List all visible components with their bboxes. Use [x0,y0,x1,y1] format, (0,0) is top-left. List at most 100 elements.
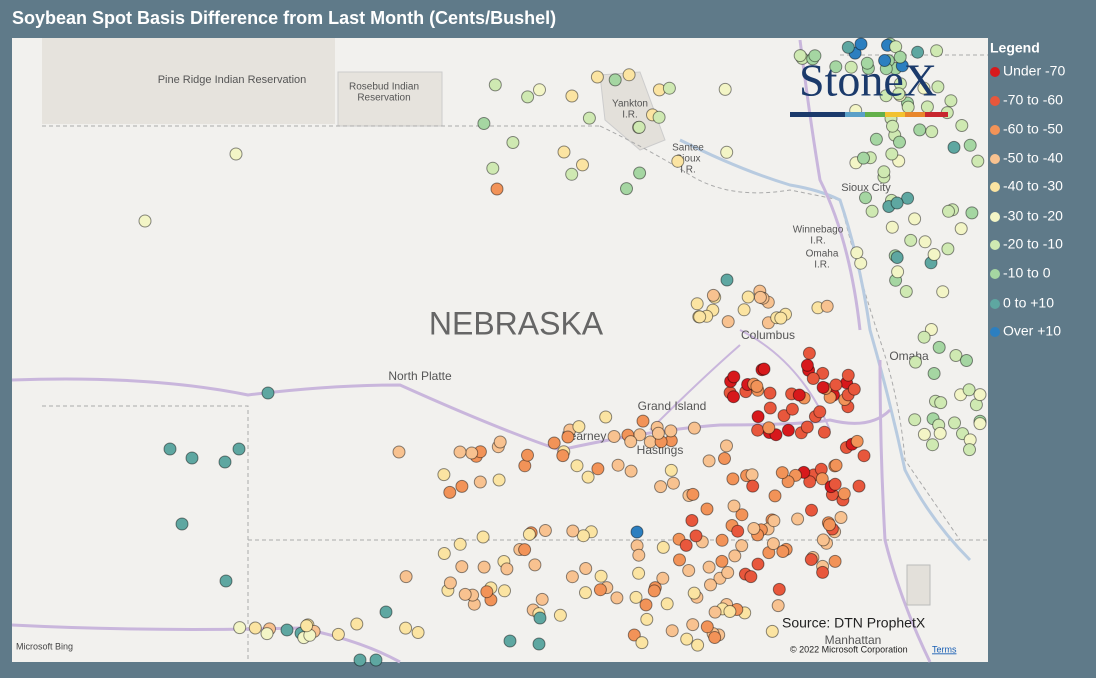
basis-dot [476,530,490,544]
place-label: Columbus [741,328,795,342]
basis-dot [630,525,644,539]
basis-dot [708,631,722,644]
basis-dot [927,367,941,380]
basis-dot [632,548,646,562]
basis-dot [727,499,741,513]
basis-dot [627,628,641,642]
basis-dot [660,597,674,611]
basis-dot [411,626,425,639]
basis-dot [963,138,977,152]
basis-dot [687,421,701,435]
basis-dot [518,543,532,557]
basis-dot [908,212,922,226]
basis-dot [718,452,731,465]
basis-dot [850,246,864,260]
place-label: Santee [672,143,704,154]
basis-dot [776,545,790,558]
basis-dot [777,409,791,423]
legend-label: Under -70 [1003,63,1065,79]
basis-dot [948,416,961,430]
basis-dot [815,472,829,486]
legend-swatch [990,212,1000,222]
basis-dot [741,290,755,304]
basis-dot [917,427,931,441]
basis-dot [656,571,670,585]
legend-label: Over +10 [1003,323,1061,339]
basis-dot [820,299,834,313]
basis-dot [521,448,534,462]
basis-dot [727,390,740,404]
basis-dot [720,273,734,287]
place-label: I.R. [814,260,830,271]
basis-dot [891,265,905,279]
place-label: Omaha [806,249,839,260]
basis-dot [528,558,542,572]
basis-dot [936,285,950,299]
basis-dot [930,44,944,58]
basis-dot [455,479,469,493]
basis-dot [793,49,807,63]
basis-dot [879,89,893,103]
basis-dot [521,90,535,104]
basis-dot [746,479,760,493]
basis-dot [904,233,918,247]
basis-dot [685,514,699,527]
place-label: Reservation [357,93,410,104]
basis-dot [639,598,653,612]
basis-dot [610,591,624,605]
basis-dot [886,119,899,133]
basis-dot [458,587,472,601]
copyright: © 2022 Microsoft Corporation [790,644,908,654]
basis-dot [804,553,818,566]
basis-dot [893,50,907,64]
legend-swatch [990,240,1000,250]
place-label: Rosebud Indian [349,82,419,93]
legend-label: -20 to -10 [1003,236,1063,252]
basis-dot [399,570,413,584]
basis-dot [664,463,678,477]
basis-dot [772,582,786,596]
basis-dot [138,214,152,228]
basis-dot [232,442,246,456]
basis-dot [690,297,704,311]
basis-dot [816,533,830,547]
basis-dot [261,386,275,400]
basis-dot [702,454,716,468]
basis-dot [934,396,948,410]
basis-dot [885,220,899,234]
basis-dot [572,420,586,434]
basis-dot [652,110,666,124]
basis-dot [757,362,771,376]
basis-dot [774,311,788,325]
basis-dot [538,524,552,537]
basis-dot [751,423,765,437]
place-label: I.R. [622,110,638,121]
basis-dot [813,405,827,419]
basis-dot [792,388,806,402]
basis-dot [828,477,842,491]
basis-dot [647,584,661,598]
logo: StoneX [790,55,948,117]
basis-dot [844,60,858,74]
basis-dot [629,590,643,604]
basis-dot [762,421,776,435]
basis-dot [664,424,678,438]
basis-dot [700,502,714,516]
basis-dot [889,40,903,54]
basis-dot [477,117,491,130]
basis-dot [971,154,985,168]
basis-dot [763,401,777,415]
basis-dot [280,623,294,637]
basis-dot [917,81,931,95]
basis-dot [611,458,625,472]
basis-dot [963,443,976,457]
terms-link[interactable]: Terms [932,644,957,654]
basis-dot [865,204,879,218]
basis-dot [917,330,931,344]
place-label: Pine Ridge Indian Reservation [158,74,307,86]
basis-dot [500,562,514,576]
basis-dot [248,621,262,635]
map-dots [138,37,987,667]
